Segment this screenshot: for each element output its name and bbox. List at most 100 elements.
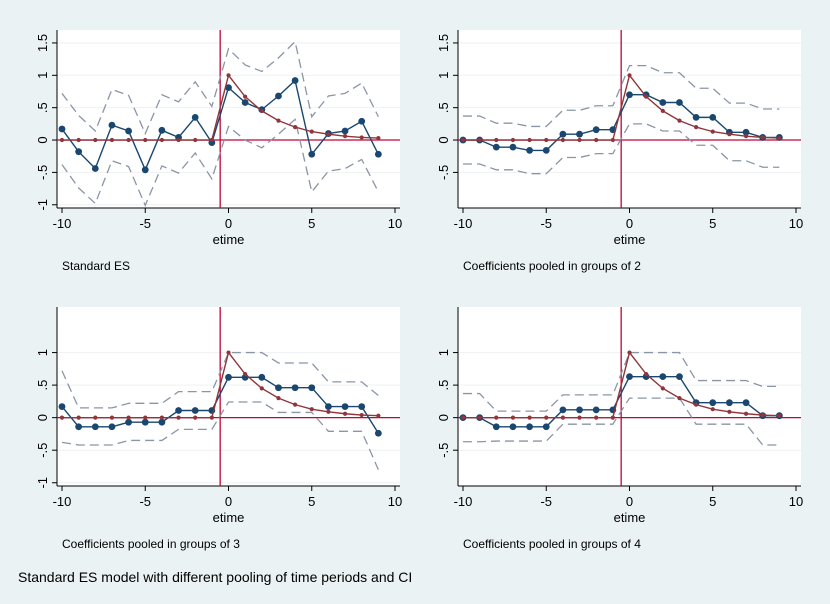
estimate-point (75, 148, 83, 156)
truth-point (143, 137, 148, 143)
estimate-point (592, 406, 600, 414)
truth-point (276, 118, 281, 123)
truth-point (342, 134, 348, 139)
estimate-point (542, 423, 550, 431)
estimate-point (158, 126, 166, 134)
truth-point (777, 135, 782, 141)
truth-point (176, 137, 181, 143)
panel-subtitle: Coefficients pooled in groups of 3 (62, 537, 240, 551)
estimate-point (191, 113, 199, 121)
estimate-point (258, 373, 266, 381)
estimate-point (742, 399, 750, 407)
truth-point (59, 137, 65, 143)
x-tick-label: -5 (139, 494, 151, 509)
estimate-point (542, 146, 550, 154)
truth-point (359, 135, 364, 140)
truth-point (510, 137, 516, 143)
x-tick-label: 0 (225, 216, 232, 231)
truth-point (560, 415, 565, 420)
truth-point (694, 124, 699, 130)
truth-point (326, 409, 331, 414)
chart-panel-4: -.5 0 .5 1 -10 -5 0 5 10 etime Coefficients pooled… (436, 307, 803, 551)
estimate-point (358, 117, 366, 125)
x-axis-title: etime (213, 232, 245, 247)
y-tick-label: 1 (35, 349, 50, 356)
estimate-point (308, 150, 316, 158)
truth-point (510, 415, 516, 420)
estimate-point (742, 128, 750, 136)
truth-point (727, 132, 732, 137)
y-tick-label: .5 (436, 102, 451, 113)
truth-point (743, 411, 749, 416)
truth-point (743, 134, 749, 139)
x-tick-label: 5 (308, 494, 315, 509)
x-tick-label: -10 (454, 216, 473, 231)
estimate-point (509, 423, 517, 431)
estimate-point (141, 166, 149, 174)
truth-point (660, 386, 665, 391)
truth-point (610, 137, 615, 143)
x-tick-label: -10 (53, 494, 72, 509)
truth-point (193, 137, 198, 143)
truth-point (93, 137, 98, 143)
y-tick-label: -.5 (35, 443, 50, 458)
ci-upper-line (61, 351, 379, 409)
estimate-point (659, 373, 667, 381)
estimate-point (559, 130, 567, 138)
truth-point (677, 118, 682, 123)
x-tick-label: 5 (709, 494, 716, 509)
truth-point (226, 350, 231, 355)
estimate-point (291, 77, 299, 84)
estimate-point (576, 406, 583, 414)
y-tick-label: 0 (35, 136, 50, 143)
truth-point (544, 415, 549, 420)
estimate-point (275, 92, 282, 100)
truth-line (61, 351, 379, 419)
truth-point (527, 415, 532, 420)
y-tick-label: -.5 (35, 165, 50, 180)
figure-caption: Standard ES model with different pooling… (18, 569, 413, 585)
truth-point (760, 135, 765, 140)
estimate-point (676, 99, 683, 106)
plot-area (57, 307, 400, 486)
estimate-point (492, 423, 500, 431)
x-tick-label: 10 (789, 216, 803, 231)
estimate-point (308, 384, 316, 392)
estimate-point (108, 423, 116, 431)
truth-point (594, 137, 599, 143)
x-tick-label: 10 (388, 216, 402, 231)
estimate-point (325, 403, 332, 410)
ci-lower-line (61, 118, 379, 208)
estimate-point (692, 113, 700, 121)
y-tick-label: 1 (436, 349, 451, 356)
truth-point (243, 94, 248, 99)
y-tick-label: 0 (436, 414, 451, 421)
estimate-point (225, 84, 232, 92)
panel-subtitle: Standard ES (62, 259, 130, 273)
truth-point (527, 137, 532, 143)
panel-subtitle: Coefficients pooled in groups of 2 (463, 259, 641, 273)
truth-point (93, 415, 98, 420)
y-tick-label: -1 (35, 477, 50, 489)
estimate-point (358, 403, 366, 410)
truth-point (309, 129, 314, 134)
x-tick-label: 10 (388, 494, 402, 509)
truth-point (644, 371, 649, 377)
x-tick-label: 0 (225, 494, 232, 509)
x-tick-label: -5 (540, 494, 552, 509)
estimate-point (709, 113, 717, 121)
plot-area (458, 307, 801, 486)
estimate-point (559, 406, 567, 414)
estimate-point (374, 429, 382, 437)
chart-panel-3: -1 -.5 0 .5 1 -10 -5 0 5 10 etime Coefficients pool… (35, 307, 402, 551)
truth-point (209, 415, 214, 420)
truth-point (209, 137, 214, 143)
y-tick-label: -1 (35, 199, 50, 211)
truth-point (677, 396, 682, 401)
truth-point (76, 137, 81, 143)
truth-point (627, 350, 632, 355)
truth-point (326, 132, 331, 137)
truth-point (293, 124, 298, 130)
plot-area (57, 30, 400, 208)
estimate-point (676, 373, 683, 381)
